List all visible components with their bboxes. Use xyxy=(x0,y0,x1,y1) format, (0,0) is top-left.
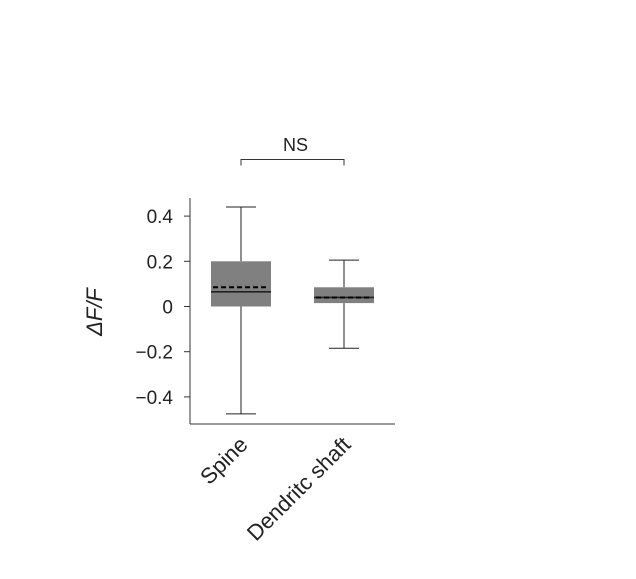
y-axis-label: ΔF/F xyxy=(82,287,107,337)
iqr-box xyxy=(314,287,374,304)
significance-label: NS xyxy=(283,135,308,155)
iqr-box xyxy=(211,261,271,307)
y-tick-label: 0.4 xyxy=(147,207,174,228)
significance-annotation: NS xyxy=(240,135,345,166)
significance-bracket xyxy=(240,159,345,166)
x-category-label: Spine xyxy=(195,432,252,489)
y-tick-label: −0.4 xyxy=(135,388,173,409)
x-category-label: Dendritc shaft xyxy=(242,432,356,546)
boxes xyxy=(211,206,374,415)
box-2 xyxy=(314,259,374,349)
box-1 xyxy=(211,206,271,415)
y-tick-label: 0.2 xyxy=(147,252,173,273)
y-tick-label: −0.2 xyxy=(135,343,173,364)
y-tick-label: 0 xyxy=(162,298,173,319)
